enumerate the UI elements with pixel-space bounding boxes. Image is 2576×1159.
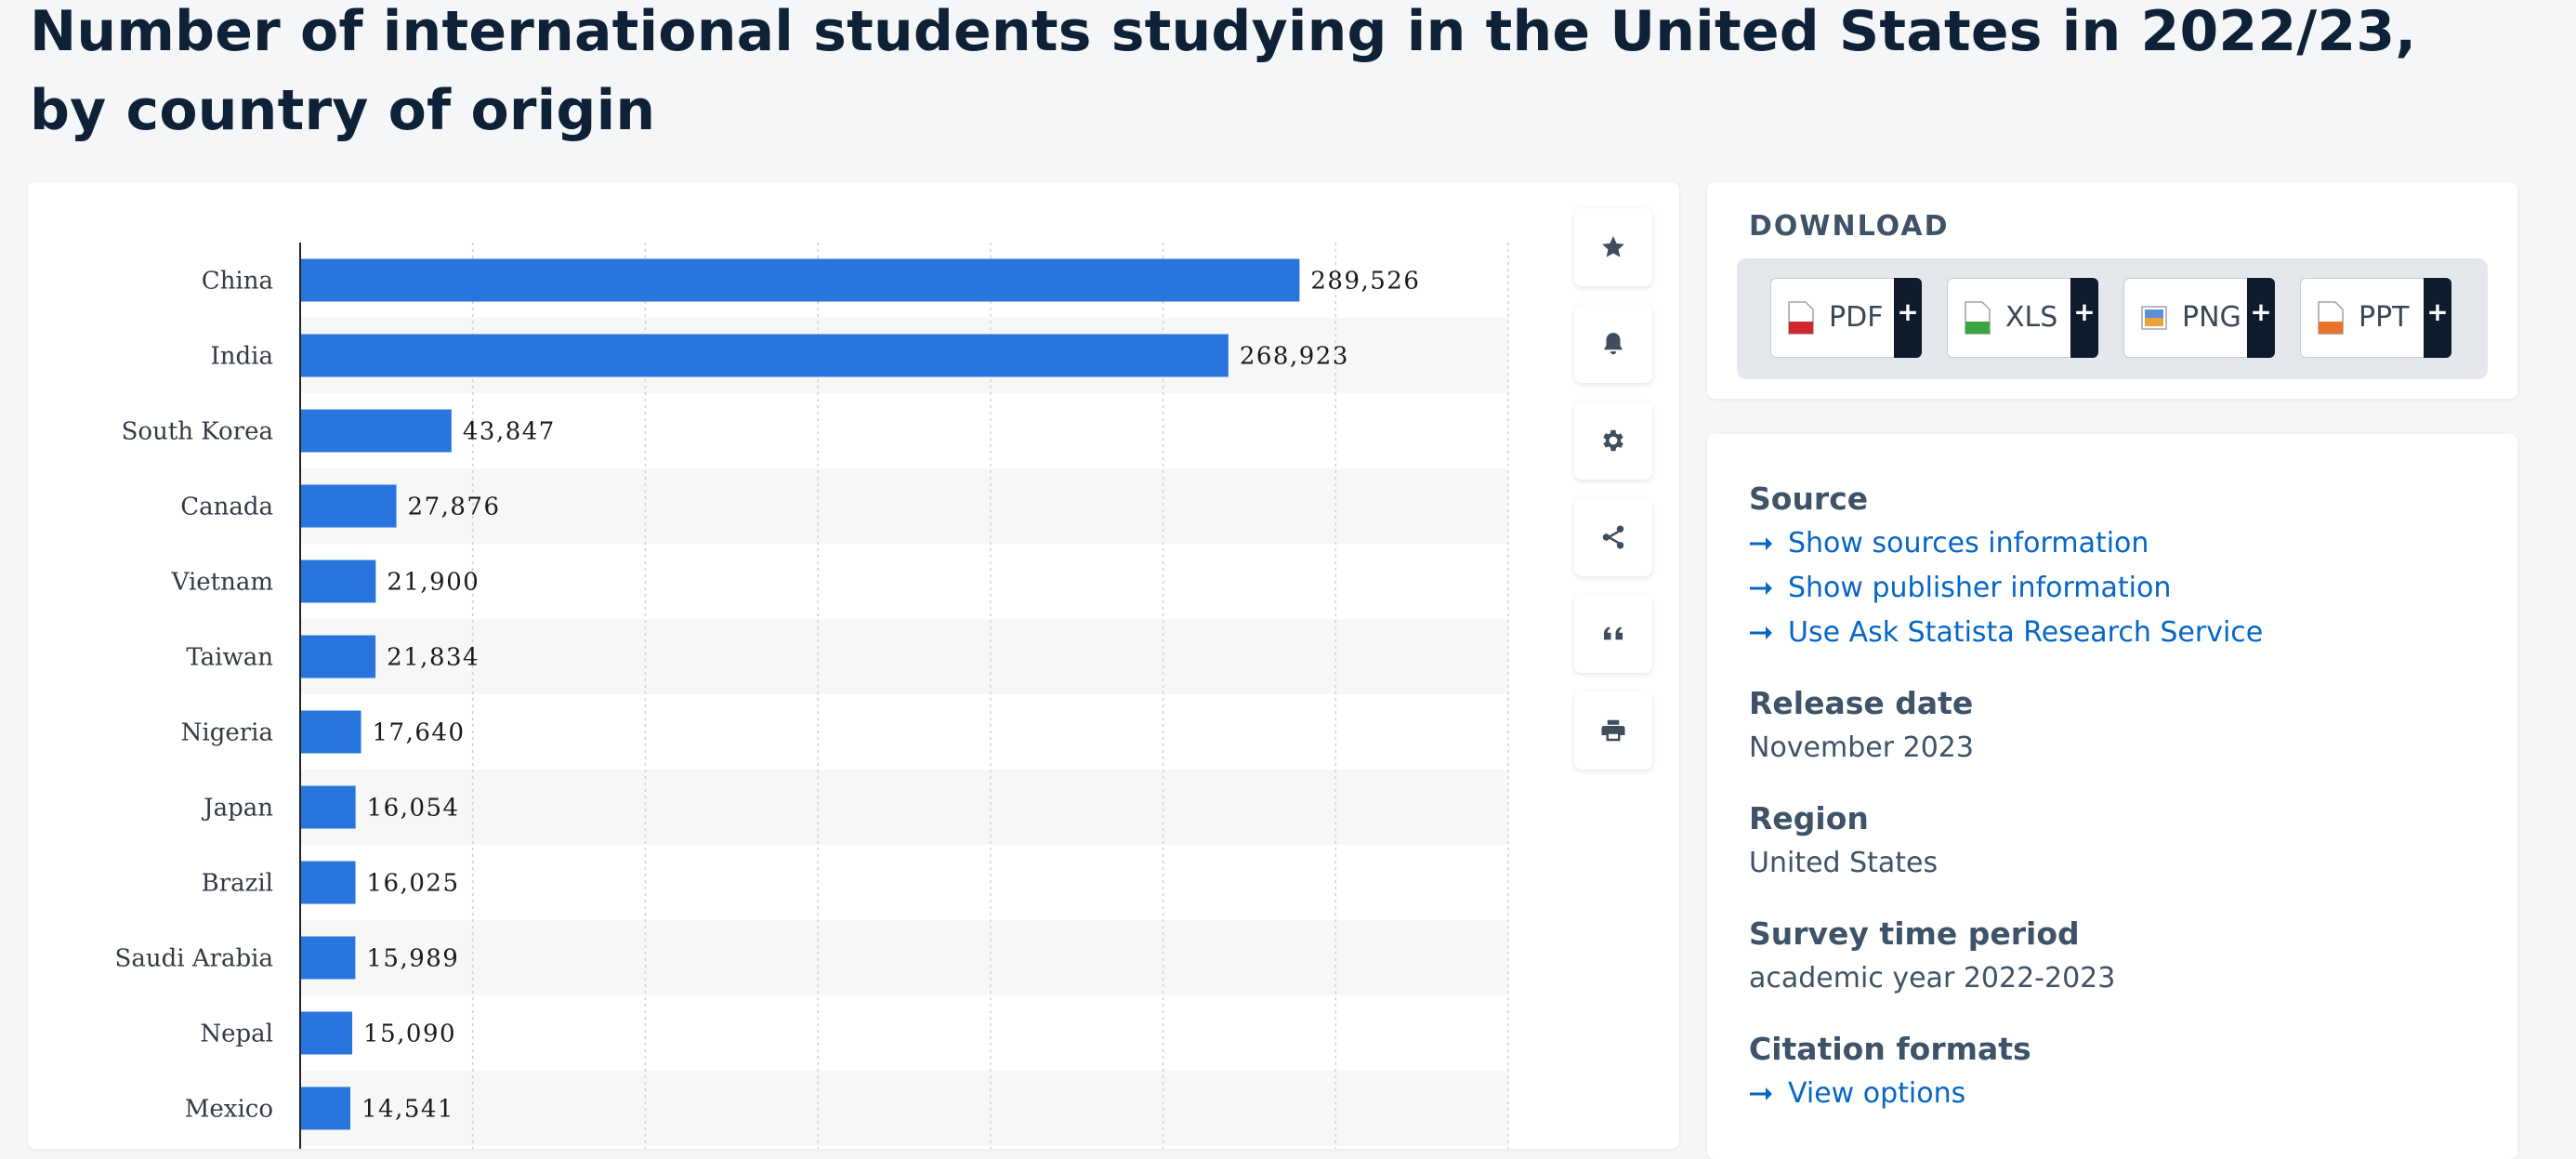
- category-label: Taiwan: [186, 644, 273, 672]
- bar: [300, 936, 356, 980]
- ask-statista-link[interactable]: Use Ask Statista Research Service: [1749, 616, 2263, 649]
- category-label: Canada: [180, 494, 273, 521]
- download-ppt-label: PPT: [2359, 301, 2410, 334]
- download-ppt-button[interactable]: PPT +: [2300, 278, 2451, 358]
- png-file-icon: [2141, 306, 2167, 330]
- notification-button[interactable]: [1574, 305, 1652, 383]
- bell-icon: [1604, 333, 1623, 355]
- show-sources-label: Show sources information: [1788, 527, 2149, 560]
- category-label: Nepal: [200, 1021, 273, 1048]
- category-label: Brazil: [202, 870, 273, 898]
- share-button[interactable]: [1574, 498, 1652, 576]
- plus-icon: +: [2247, 278, 2275, 358]
- arrow-right-icon: [1750, 1087, 1772, 1100]
- value-label: 21,834: [387, 644, 480, 672]
- bar: [300, 710, 361, 754]
- ask-statista-label: Use Ask Statista Research Service: [1788, 616, 2264, 649]
- show-publisher-link[interactable]: Show publisher information: [1749, 572, 2171, 604]
- bar: [300, 409, 452, 453]
- print-button[interactable]: [1574, 691, 1652, 770]
- plus-icon: +: [2424, 278, 2451, 358]
- arrow-right-icon: [1750, 536, 1772, 550]
- bar: [300, 785, 356, 829]
- row-band: [300, 920, 1508, 995]
- category-label: South Korea: [122, 418, 273, 446]
- value-label: 27,876: [408, 494, 501, 521]
- row-band: [300, 770, 1508, 845]
- share-icon: [1602, 525, 1624, 549]
- value-label: 17,640: [373, 719, 466, 747]
- category-label: Mexico: [185, 1096, 273, 1124]
- row-band: [300, 468, 1508, 544]
- arrow-right-icon: [1750, 626, 1772, 639]
- download-bar: PDF + XLS + PNG + PPT +: [1737, 258, 2488, 379]
- survey-period-heading: Survey time period: [1749, 915, 2080, 952]
- category-label: India: [211, 343, 273, 371]
- bar: [300, 258, 1300, 302]
- download-pdf-button[interactable]: PDF +: [1770, 278, 1922, 358]
- show-publisher-label: Show publisher information: [1788, 572, 2172, 604]
- view-options-label: View options: [1788, 1077, 1966, 1110]
- settings-button[interactable]: [1574, 402, 1652, 480]
- printer-icon: [1601, 719, 1625, 742]
- chart-card: China 289,526 India 268,923 South Korea 43,84…: [28, 182, 1679, 1149]
- category-label: Vietnam: [171, 569, 273, 597]
- survey-period-value: academic year 2022-2023: [1749, 962, 2116, 994]
- plus-icon: +: [2070, 278, 2098, 358]
- gear-icon: [1603, 429, 1623, 452]
- bar: [300, 484, 397, 528]
- download-png-button[interactable]: PNG +: [2123, 278, 2275, 358]
- source-heading: Source: [1749, 481, 1869, 517]
- ppt-file-icon: [2318, 301, 2344, 335]
- value-label: 268,923: [1240, 343, 1349, 371]
- value-label: 21,900: [387, 569, 480, 597]
- show-sources-link[interactable]: Show sources information: [1749, 527, 2149, 560]
- category-label: Saudi Arabia: [115, 945, 273, 973]
- download-png-label: PNG: [2182, 301, 2241, 334]
- bar-chart: China 289,526 India 268,923 South Korea 43,84…: [115, 243, 1509, 1149]
- bar: [300, 334, 1229, 377]
- favorite-button[interactable]: [1574, 208, 1652, 286]
- bar: [300, 861, 356, 904]
- quote-icon: [1604, 626, 1623, 640]
- info-card: Source Show sources information Show pub…: [1707, 434, 2517, 1159]
- download-xls-button[interactable]: XLS +: [1947, 278, 2098, 358]
- region-heading: Region: [1749, 800, 1869, 836]
- value-label: 16,025: [367, 870, 460, 898]
- download-card: DOWNLOAD PDF + XLS + PNG +: [1707, 182, 2517, 399]
- cite-button[interactable]: [1574, 595, 1652, 673]
- download-xls-label: XLS: [2005, 301, 2058, 334]
- bar: [300, 635, 376, 678]
- citation-heading: Citation formats: [1749, 1031, 2031, 1067]
- bar: [300, 1011, 353, 1055]
- pdf-file-icon: [1788, 301, 1814, 335]
- download-pdf-label: PDF: [1829, 301, 1884, 334]
- category-label: Japan: [201, 795, 273, 823]
- value-label: 15,090: [363, 1021, 456, 1048]
- arrow-right-icon: [1750, 581, 1772, 595]
- row-band: [300, 1071, 1508, 1146]
- category-label: China: [202, 268, 273, 296]
- release-date-value: November 2023: [1749, 731, 1974, 764]
- value-label: 15,989: [366, 945, 459, 973]
- view-options-link[interactable]: View options: [1749, 1077, 1965, 1110]
- star-icon: [1602, 236, 1624, 257]
- plus-icon: +: [1894, 278, 1922, 358]
- download-title: DOWNLOAD: [1749, 210, 1950, 243]
- category-label: Nigeria: [181, 719, 273, 747]
- value-label: 43,847: [463, 418, 556, 446]
- release-date-heading: Release date: [1749, 685, 1974, 721]
- xls-file-icon: [1965, 301, 1991, 335]
- bar: [300, 560, 376, 603]
- value-label: 14,541: [361, 1096, 454, 1124]
- row-band: [300, 619, 1508, 694]
- page-title: Number of international students studyin…: [30, 0, 2417, 143]
- value-label: 289,526: [1310, 268, 1420, 296]
- region-value: United States: [1749, 847, 1939, 879]
- value-label: 16,054: [367, 795, 460, 823]
- bar: [300, 1087, 351, 1130]
